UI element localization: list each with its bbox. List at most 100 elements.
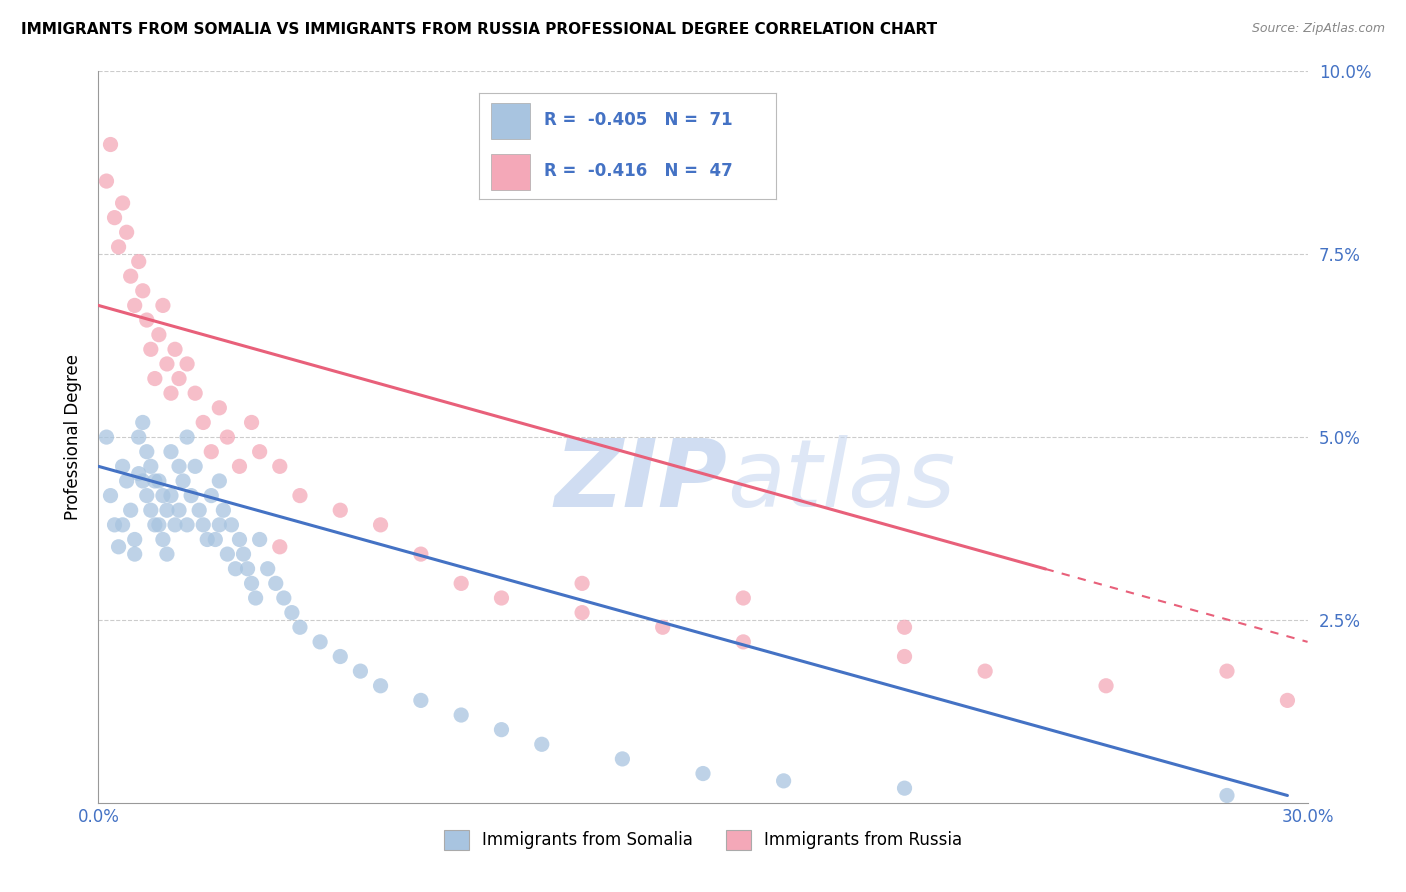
Point — [240, 576, 263, 591]
Point — [160, 444, 183, 458]
Point — [152, 533, 174, 547]
Point — [450, 708, 472, 723]
Point — [370, 679, 392, 693]
Point — [156, 503, 179, 517]
Point — [115, 474, 138, 488]
Point — [132, 474, 155, 488]
Point — [120, 503, 142, 517]
Point — [111, 517, 134, 532]
Point — [160, 489, 183, 503]
Point — [124, 533, 146, 547]
Point — [148, 517, 170, 532]
Point — [409, 547, 432, 561]
Point — [240, 416, 263, 430]
Point — [264, 576, 287, 591]
Point — [692, 766, 714, 780]
Point — [1216, 789, 1239, 803]
Point — [152, 489, 174, 503]
Point — [309, 635, 332, 649]
Point — [491, 723, 513, 737]
Point — [200, 444, 222, 458]
Point — [100, 489, 122, 503]
Point — [269, 459, 291, 474]
Point — [124, 547, 146, 561]
Point — [212, 503, 235, 517]
Point — [172, 474, 194, 488]
Point — [167, 503, 190, 517]
Point — [156, 547, 179, 561]
Point — [208, 474, 231, 488]
Point — [163, 343, 186, 357]
Point — [148, 474, 170, 488]
Point — [103, 211, 125, 225]
Point — [96, 430, 118, 444]
Point — [139, 459, 162, 474]
Text: ZIP: ZIP — [554, 435, 727, 527]
Point — [329, 649, 352, 664]
Point — [232, 547, 254, 561]
Point — [269, 540, 291, 554]
Point — [128, 254, 150, 268]
Point — [193, 416, 215, 430]
Point — [139, 503, 162, 517]
Point — [135, 313, 157, 327]
Point — [103, 517, 125, 532]
Text: IMMIGRANTS FROM SOMALIA VS IMMIGRANTS FROM RUSSIA PROFESSIONAL DEGREE CORRELATIO: IMMIGRANTS FROM SOMALIA VS IMMIGRANTS FR… — [21, 22, 938, 37]
Point — [152, 298, 174, 312]
Point — [288, 620, 311, 634]
Point — [143, 474, 166, 488]
Point — [100, 137, 122, 152]
Point — [217, 430, 239, 444]
Point — [217, 547, 239, 561]
Point — [124, 298, 146, 312]
Point — [893, 620, 915, 634]
Point — [208, 517, 231, 532]
Y-axis label: Professional Degree: Professional Degree — [65, 354, 83, 520]
Point — [148, 327, 170, 342]
Point — [204, 533, 226, 547]
Point — [96, 174, 118, 188]
Point — [160, 386, 183, 401]
Point — [184, 459, 207, 474]
Point — [1277, 693, 1299, 707]
Point — [195, 533, 218, 547]
Point — [288, 489, 311, 503]
Point — [491, 591, 513, 605]
Point — [281, 606, 304, 620]
Point — [974, 664, 997, 678]
Point — [111, 196, 134, 211]
Point — [249, 533, 271, 547]
Point — [245, 591, 267, 605]
Point — [115, 225, 138, 239]
Point — [651, 620, 673, 634]
Point — [111, 459, 134, 474]
Point — [132, 284, 155, 298]
Point — [128, 430, 150, 444]
Point — [1095, 679, 1118, 693]
Point — [450, 576, 472, 591]
Point — [733, 591, 755, 605]
Point — [733, 635, 755, 649]
Point — [571, 576, 593, 591]
Point — [176, 517, 198, 532]
Point — [176, 357, 198, 371]
Point — [135, 489, 157, 503]
Point — [180, 489, 202, 503]
Point — [184, 386, 207, 401]
Text: atlas: atlas — [727, 435, 956, 526]
Point — [236, 562, 259, 576]
Point — [135, 444, 157, 458]
Point — [221, 517, 243, 532]
Point — [571, 606, 593, 620]
Point — [772, 773, 794, 788]
Point — [200, 489, 222, 503]
Point — [167, 371, 190, 385]
Point — [132, 416, 155, 430]
Point — [224, 562, 246, 576]
Point — [228, 533, 250, 547]
Point — [208, 401, 231, 415]
Point — [530, 737, 553, 751]
Point — [143, 517, 166, 532]
Point — [139, 343, 162, 357]
Point — [893, 781, 915, 796]
